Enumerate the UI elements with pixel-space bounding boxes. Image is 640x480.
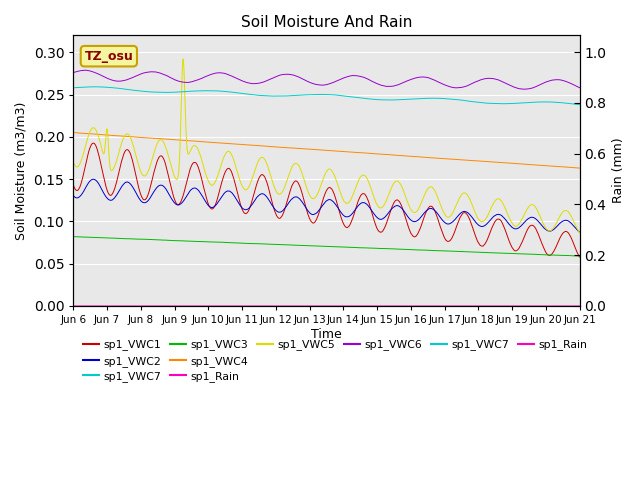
- X-axis label: Time: Time: [311, 328, 342, 341]
- Text: TZ_osu: TZ_osu: [84, 50, 133, 63]
- Title: Soil Moisture And Rain: Soil Moisture And Rain: [241, 15, 412, 30]
- Legend: sp1_VWC7, sp1_Rain: sp1_VWC7, sp1_Rain: [79, 366, 244, 386]
- Y-axis label: Soil Moisture (m3/m3): Soil Moisture (m3/m3): [15, 101, 28, 240]
- Y-axis label: Rain (mm): Rain (mm): [612, 138, 625, 204]
